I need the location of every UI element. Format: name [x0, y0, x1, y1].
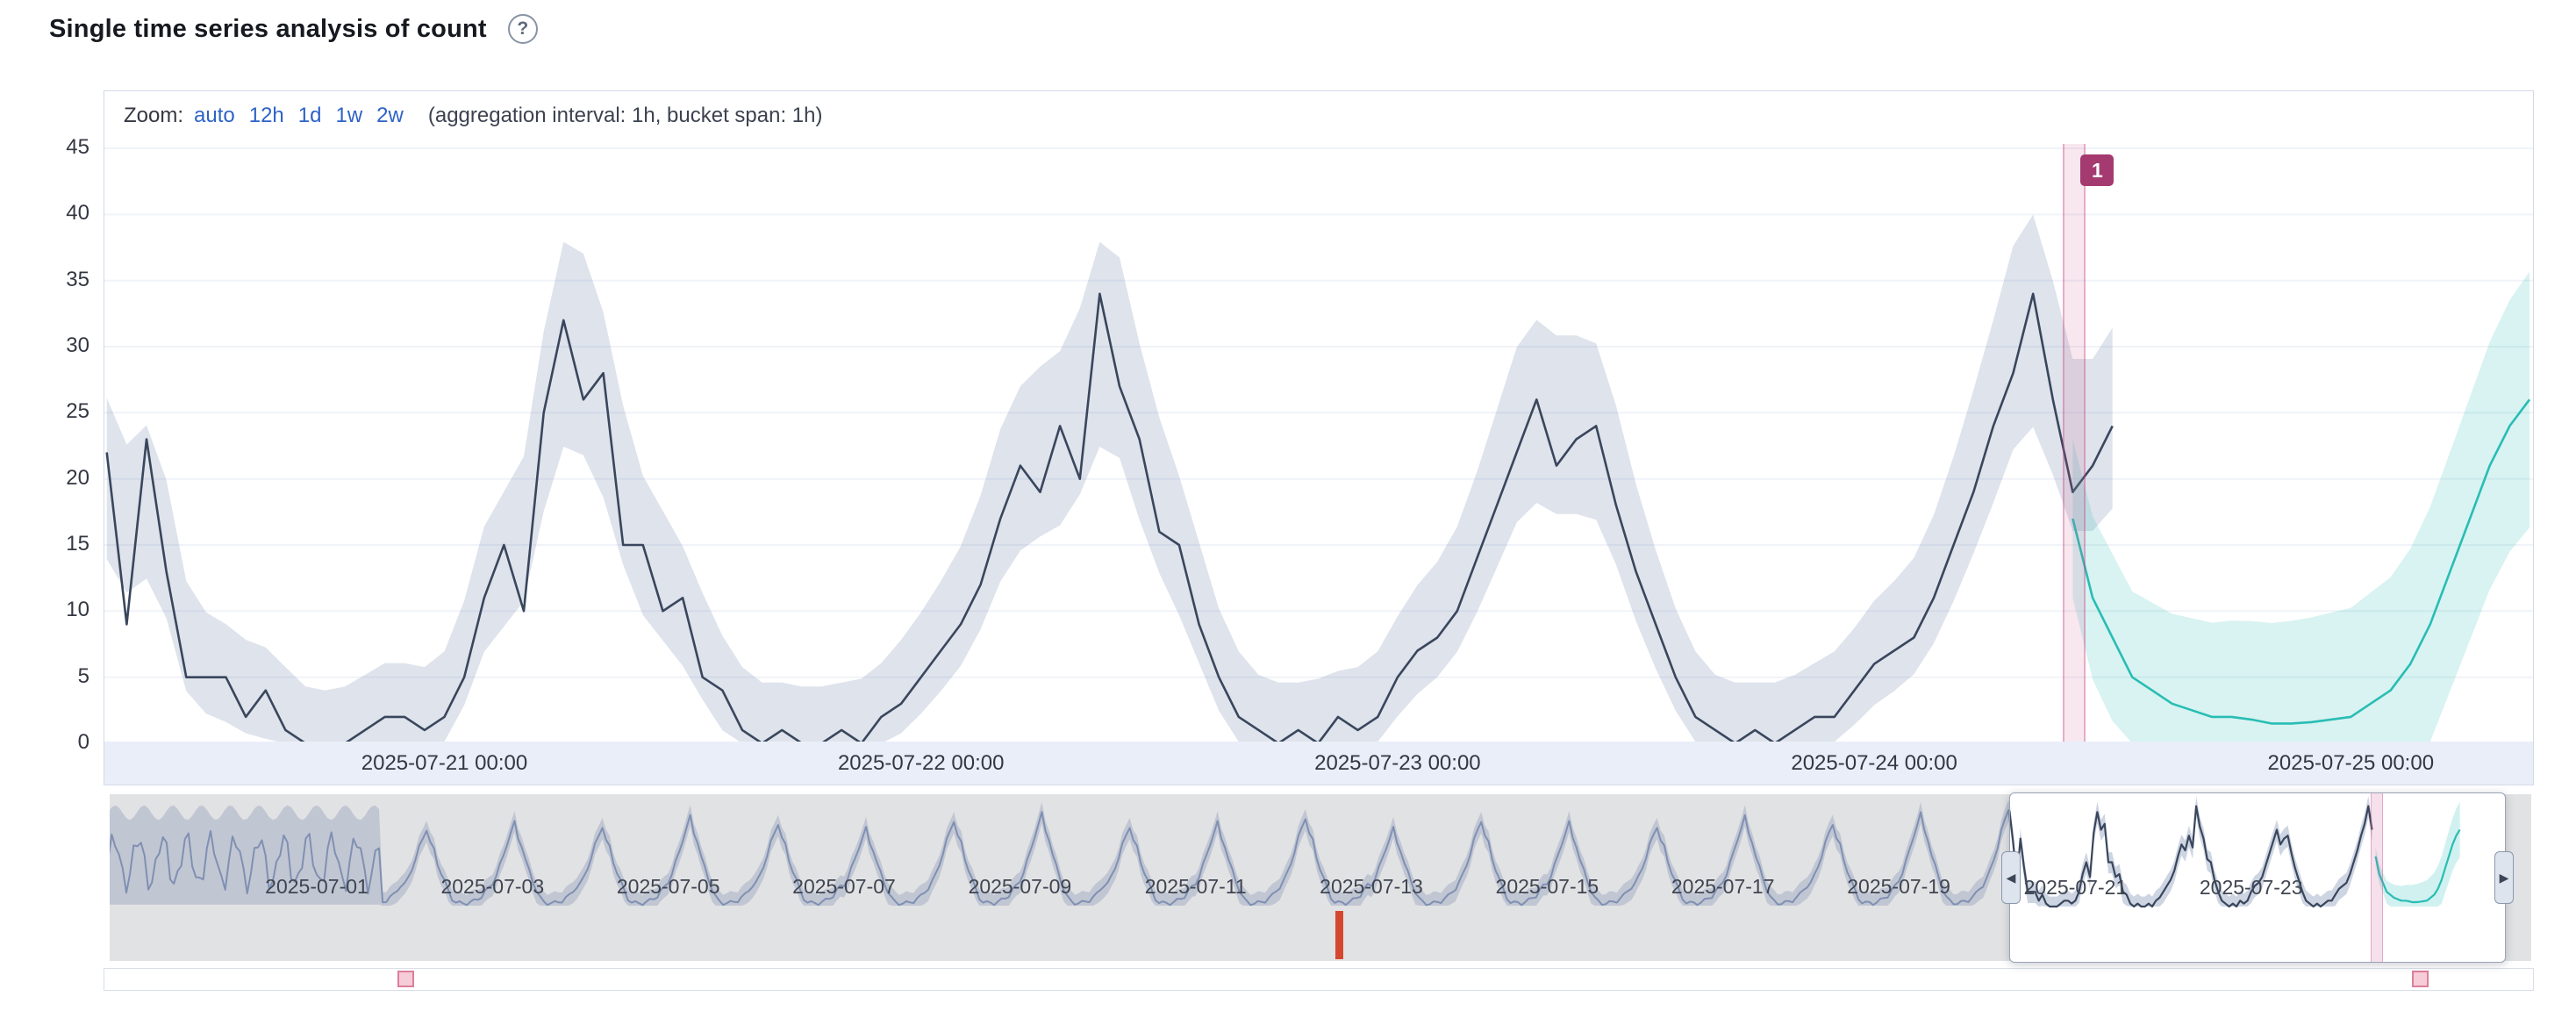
selection-forecast-line — [2374, 828, 2461, 904]
actual-line — [105, 292, 2114, 743]
brush-handle-left[interactable]: ◀ — [2001, 851, 2021, 904]
y-axis-label: 25 — [66, 399, 89, 424]
x-axis-label: 2025-07-21 00:00 — [361, 751, 528, 775]
context-axis-label: 2025-07-13 — [1320, 875, 1423, 898]
context-axis-label: 2025-07-07 — [792, 875, 896, 898]
main-chart-panel: Zoom: auto 12h 1d 1w 2w (aggregation interval:… — [104, 90, 2534, 785]
main-gridlines — [104, 147, 2533, 743]
selection-anomaly-stripe — [2370, 793, 2383, 962]
y-axis-labels: 0 5 10 15 20 25 30 35 40 45 — [0, 0, 91, 1018]
main-chart-plot — [104, 147, 2533, 743]
x-axis-label: 2025-07-22 00:00 — [837, 751, 1005, 775]
header: Single time series analysis of count ? — [49, 14, 538, 44]
context-axis-label: 2025-07-11 — [1144, 875, 1247, 898]
brush-handle-right[interactable]: ▶ — [2494, 851, 2514, 904]
context-axis-label: 2025-07-15 — [1495, 875, 1599, 898]
page-title: Single time series analysis of count — [49, 14, 487, 43]
aggregation-note: (aggregation interval: 1h, bucket span: … — [427, 104, 823, 127]
x-axis: 2025-07-21 00:00 2025-07-22 00:00 2025-07-… — [104, 742, 2533, 785]
context-axis-label: 2025-07-17 — [1671, 875, 1775, 898]
context-axis-label: 2025-07-19 — [1847, 875, 1950, 898]
brush-clip: 2025-07-21 2025-07-23 — [2010, 793, 2505, 962]
y-axis-label: 0 — [77, 730, 89, 754]
forecast-area — [2072, 271, 2529, 743]
selected-range-plot — [2010, 796, 2461, 908]
context-axis-label: 2025-07-09 — [968, 875, 1072, 898]
y-axis-label: 40 — [66, 201, 89, 226]
model-bounds-area — [106, 214, 2113, 743]
y-axis-label: 45 — [66, 135, 89, 160]
y-axis-label: 5 — [77, 663, 89, 688]
help-icon[interactable]: ? — [507, 14, 538, 44]
context-axis-label: 2025-07-01 — [265, 875, 369, 898]
y-axis-label: 20 — [66, 465, 89, 490]
context-axis-label: 2025-07-23 — [2199, 876, 2303, 899]
y-axis-label: 30 — [66, 333, 89, 358]
anomaly-highlight-band — [2063, 144, 2086, 743]
zoom-option-1d[interactable]: 1d — [297, 104, 322, 127]
selection-forecast-area — [2375, 801, 2460, 907]
y-axis-label: 15 — [66, 532, 89, 556]
anomaly-swimlane[interactable] — [104, 968, 2534, 991]
anomaly-count-badge[interactable]: 1 — [2080, 154, 2114, 186]
warning-anomaly-marker[interactable] — [397, 971, 415, 987]
zoom-option-12h[interactable]: 12h — [248, 104, 284, 127]
zoom-label: Zoom: — [124, 104, 184, 127]
y-axis-label: 10 — [66, 598, 89, 622]
zoom-option-1w[interactable]: 1w — [335, 104, 363, 127]
zoom-option-2w[interactable]: 2w — [376, 104, 404, 127]
x-axis-label: 2025-07-25 00:00 — [2267, 751, 2435, 775]
critical-anomaly-marker[interactable] — [1335, 911, 1343, 959]
zoom-toolbar: Zoom: auto 12h 1d 1w 2w (aggregation interval:… — [124, 104, 822, 128]
forecast-line — [2072, 398, 2531, 725]
time-selection-brush[interactable]: 2025-07-21 2025-07-23 ◀ ▶ — [2001, 792, 2514, 963]
warning-anomaly-marker[interactable] — [2411, 971, 2429, 987]
x-axis-label: 2025-07-24 00:00 — [1791, 751, 1957, 775]
x-axis-label: 2025-07-23 00:00 — [1314, 751, 1481, 775]
y-axis-label: 35 — [66, 267, 89, 291]
zoom-options: auto 12h 1d 1w 2w — [194, 104, 418, 127]
context-axis-label: 2025-07-21 — [2023, 876, 2128, 899]
context-axis-label: 2025-07-03 — [440, 875, 545, 898]
context-axis-label: 2025-07-05 — [616, 875, 720, 898]
zoom-option-auto[interactable]: auto — [194, 104, 235, 127]
